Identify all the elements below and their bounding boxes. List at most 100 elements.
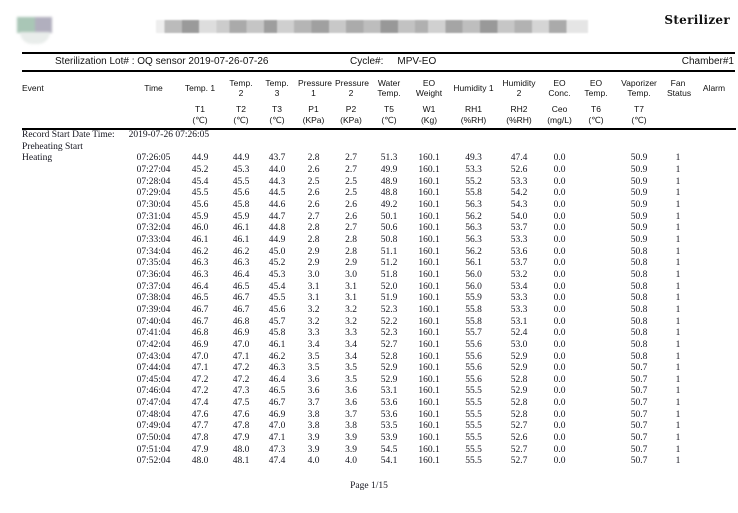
cell-alarm [692,223,736,235]
col-unit-t3: T3 (℃) [259,104,295,130]
cell-ceo: 0.0 [553,304,566,315]
cell-p2: 3.4 [345,339,357,350]
cell-rh1: 55.2 [465,176,482,187]
cell-p1: 3.4 [307,339,320,350]
cell-t2: 46.5 [232,281,250,292]
col-unit-rh1: RH1 (%RH) [450,104,497,130]
cell-alarm [692,270,736,282]
col-header-t1: Temp. 1 [184,83,216,93]
cell-p2: 2.7 [345,153,357,164]
col-symbol-p1: P1 [308,104,319,114]
table-row: 07:30:04 45.6 45.8 44.6 2.6 2.6 49.2 160.1 56.3 5… [22,200,736,212]
cell-t2: 46.8 [232,316,250,327]
col-unit-w1: W1 (Kg) [408,104,450,130]
cell-time: 07:32:04 [136,223,171,234]
cell-rh2: 53.3 [510,234,528,245]
cell-ceo: 0.0 [553,374,566,385]
cell-alarm [692,363,736,375]
cell-rh1: 55.8 [465,188,482,199]
cell-ceo: 0.0 [553,433,566,444]
table-row: 07:40:04 46.7 46.8 45.7 3.2 3.2 52.2 160.1 55.8 5… [22,317,736,329]
cell-w1: 160.1 [418,234,440,245]
cell-t7: 50.9 [630,234,648,245]
cell-t2: 45.9 [232,211,250,222]
cell-ceo: 0.0 [553,153,566,164]
col-header-t7: Vaporizer Temp. [621,78,657,98]
cell-t1: 46.4 [191,281,209,292]
col-unit-ceo: Ceo (mg/L) [541,104,578,130]
cell-t7: 50.8 [630,304,648,315]
col-symbol-t6: T6 [591,104,601,114]
cell-w1: 160.1 [418,339,440,350]
cell-t6 [578,153,614,165]
cell-alarm [692,188,736,200]
cell-time: 07:39:04 [136,304,171,315]
cell-t1: 46.2 [191,246,209,257]
col-unit-label-t3: (℃) [269,115,285,125]
col-header-p2: Pressure 2 [335,78,370,98]
cell-t7: 50.8 [630,246,648,257]
cell-rh2: 53.0 [510,339,528,350]
cell-event [22,351,130,363]
cell-w1: 160.1 [418,281,440,292]
cell-ceo: 0.0 [553,281,566,292]
cell-t6 [578,340,614,352]
col-unit-p1: P1 (KPa) [295,104,332,130]
col-unit-p2: P2 (KPa) [332,104,370,130]
cell-ceo: 0.0 [553,409,566,420]
cell-t2: 46.2 [232,246,250,257]
cell-time: 07:37:04 [136,281,171,292]
cell-time: 07:40:04 [136,316,171,327]
cell-t6 [578,456,614,468]
cell-fan: 1 [675,304,681,315]
cell-alarm [692,386,736,398]
cell-alarm [692,421,736,433]
cell-alarm [692,410,736,422]
cell-t7: 50.8 [630,339,648,350]
cell-t6 [578,212,614,224]
cell-ceo: 0.0 [553,363,566,374]
cell-t2: 45.5 [232,176,250,187]
cell-p2: 2.7 [345,165,357,175]
cell-p2: 3.7 [345,409,357,420]
cell-fan: 1 [675,258,681,269]
cell-fan: 1 [675,409,681,420]
cell-t7: 50.9 [630,223,648,234]
cell-p2: 2.8 [345,246,357,257]
cell-t5: 54.1 [380,456,398,467]
cell-rh1: 55.5 [465,386,482,397]
logo-shield-base [20,32,50,44]
cell-t1: 45.4 [191,176,209,187]
cell-p2: 3.1 [345,293,357,304]
cell-t6 [578,305,614,317]
record-start-label: Record Start Date Time: [22,130,115,141]
cell-t1: 48.0 [191,456,209,467]
cell-fan: 1 [675,433,681,444]
cell-t1: 47.4 [191,398,209,409]
cell-t3: 44.0 [268,165,286,175]
cell-t5: 52.9 [380,374,398,385]
cell-rh1: 56.0 [465,281,482,292]
cell-event [22,433,130,445]
cell-t3: 46.9 [268,409,286,420]
col-symbol-p2: P2 [345,104,357,114]
cell-time: 07:35:04 [136,258,171,269]
cell-p2: 2.8 [345,234,357,245]
cell-t6 [578,200,614,212]
cell-time: 07:38:04 [136,293,171,304]
cell-rh1: 55.5 [465,421,482,432]
cell-p1: 3.5 [307,351,320,362]
cell-t3: 45.0 [268,246,286,257]
cell-rh2: 52.9 [510,386,528,397]
cell-t6 [578,363,614,375]
cell-t5: 52.0 [380,281,398,292]
cell-t2: 47.1 [232,351,250,362]
cell-t6 [578,410,614,422]
cell-t5: 53.9 [380,433,398,444]
cell-alarm [692,247,736,259]
cell-w1: 160.1 [418,188,440,199]
cell-event [22,398,130,410]
table-row: 07:27:04 45.2 45.3 44.0 2.6 2.7 49.9 160.1 53.3 5… [22,165,736,177]
cell-p2: 3.6 [345,386,357,397]
